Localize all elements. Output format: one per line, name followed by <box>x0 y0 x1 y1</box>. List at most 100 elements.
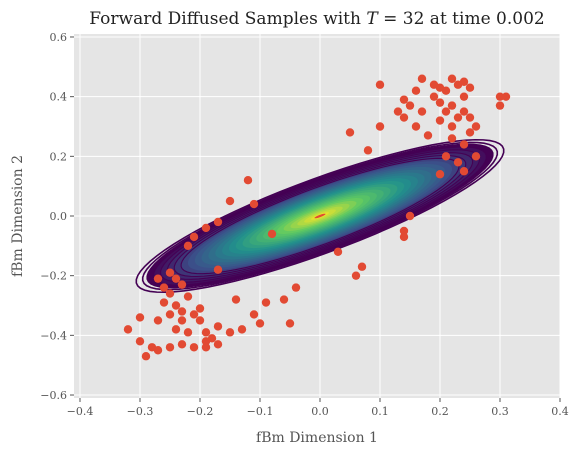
scatter-point <box>333 247 343 256</box>
scatter-point <box>285 319 295 328</box>
scatter-point <box>171 301 181 310</box>
scatter-point <box>441 152 451 161</box>
scatter-point <box>213 322 223 331</box>
scatter-point <box>189 343 199 352</box>
scatter-point <box>177 316 187 325</box>
scatter-point <box>495 92 505 101</box>
scatter-point <box>171 325 181 334</box>
scatter-point <box>237 325 247 334</box>
chart-title-prefix: Forward Diffused Samples with <box>89 9 366 29</box>
y-tick-label: 0.6 <box>50 31 68 44</box>
scatter-point <box>363 146 373 155</box>
scatter-point <box>441 86 451 95</box>
scatter-point <box>177 340 187 349</box>
scatter-point <box>417 107 427 116</box>
scatter-point <box>447 74 457 83</box>
scatter-point <box>459 92 469 101</box>
y-tick-label: 0.2 <box>50 150 68 163</box>
scatter-point <box>189 310 199 319</box>
scatter-point <box>423 131 433 140</box>
scatter-point <box>375 80 385 89</box>
scatter-point <box>213 217 223 227</box>
scatter-point <box>351 271 361 280</box>
scatter-point <box>279 295 289 304</box>
x-axis-label: fBm Dimension 1 <box>256 430 378 446</box>
scatter-point <box>159 283 169 292</box>
scatter-point <box>261 298 271 307</box>
chart-title: Forward Diffused Samples with T = 32 at … <box>89 9 544 29</box>
scatter-point <box>399 95 409 104</box>
scatter-point <box>399 226 409 236</box>
y-tick-label: 0.4 <box>50 91 68 104</box>
contour-peak <box>314 213 326 219</box>
x-tick-label: 0.2 <box>431 405 449 418</box>
scatter-point <box>453 113 463 122</box>
scatter-point <box>189 232 199 242</box>
scatter-point <box>255 319 265 328</box>
scatter-point <box>213 265 223 274</box>
scatter-point <box>375 122 385 131</box>
scatter-point <box>231 295 241 304</box>
x-tick-label: 0.1 <box>371 405 389 418</box>
scatter-point <box>267 229 277 239</box>
scatter-point <box>441 107 451 116</box>
scatter-point <box>165 268 175 277</box>
scatter-point <box>183 328 193 337</box>
scatter-point <box>249 199 259 209</box>
scatter-point <box>177 307 187 316</box>
scatter-point <box>345 128 355 137</box>
scatter-point <box>165 289 175 298</box>
y-tick-label: 0.0 <box>50 210 68 223</box>
scatter-point <box>135 337 145 346</box>
scatter-point <box>225 196 235 206</box>
scatter-point <box>243 176 253 185</box>
scatter-point <box>123 325 133 334</box>
x-tick-label: −0.3 <box>127 405 154 418</box>
scatter-point <box>459 167 469 176</box>
x-tick-label: −0.2 <box>187 405 214 418</box>
scatter-point <box>453 80 463 89</box>
scatter-point <box>249 310 259 319</box>
scatter-point <box>465 128 475 137</box>
x-tick-label: 0.0 <box>311 405 329 418</box>
scatter-point <box>195 316 205 325</box>
scatter-point <box>183 241 193 251</box>
scatter-point <box>495 101 505 110</box>
scatter-point <box>435 116 445 125</box>
scatter-point <box>201 328 211 337</box>
y-axis-label: fBm Dimension 2 <box>10 155 26 277</box>
scatter-point <box>153 274 163 283</box>
scatter-point <box>291 283 301 292</box>
scatter-point <box>195 304 205 313</box>
scatter-point <box>447 101 457 110</box>
scatter-point <box>201 223 211 233</box>
scatter-point <box>399 113 409 122</box>
y-tick-label: −0.6 <box>40 389 67 402</box>
scatter-point <box>171 274 181 283</box>
scatter-point <box>465 83 475 92</box>
scatter-point <box>177 280 187 289</box>
contour-outline <box>135 138 505 294</box>
scatter-point <box>417 74 427 83</box>
x-tick-label: 0.4 <box>551 405 569 418</box>
chart-title-suffix: = 32 at time 0.002 <box>378 9 545 29</box>
scatter-point <box>183 292 193 301</box>
scatter-point <box>201 343 211 352</box>
y-tick-label: −0.4 <box>40 329 67 342</box>
scatter-point <box>135 313 145 322</box>
scatter-point <box>465 113 475 122</box>
scatter-point <box>165 310 175 319</box>
x-tick-label: −0.4 <box>67 405 94 418</box>
scatter-point <box>207 334 217 343</box>
tick-labels: −0.4 −0.3 −0.2 −0.1 0.0 0.1 0.2 0.3 0.4−0.6−0.4−… <box>40 31 568 418</box>
x-tick-label: 0.3 <box>491 405 509 418</box>
scatter-point <box>159 298 169 307</box>
scatter-point <box>393 107 403 116</box>
scatter-point <box>411 122 421 131</box>
y-tick-label: −0.2 <box>40 270 67 283</box>
contour-outline <box>141 141 499 291</box>
scatter-point <box>405 101 415 110</box>
scatter-point <box>405 211 415 221</box>
chart-title-variable: T <box>366 9 379 29</box>
